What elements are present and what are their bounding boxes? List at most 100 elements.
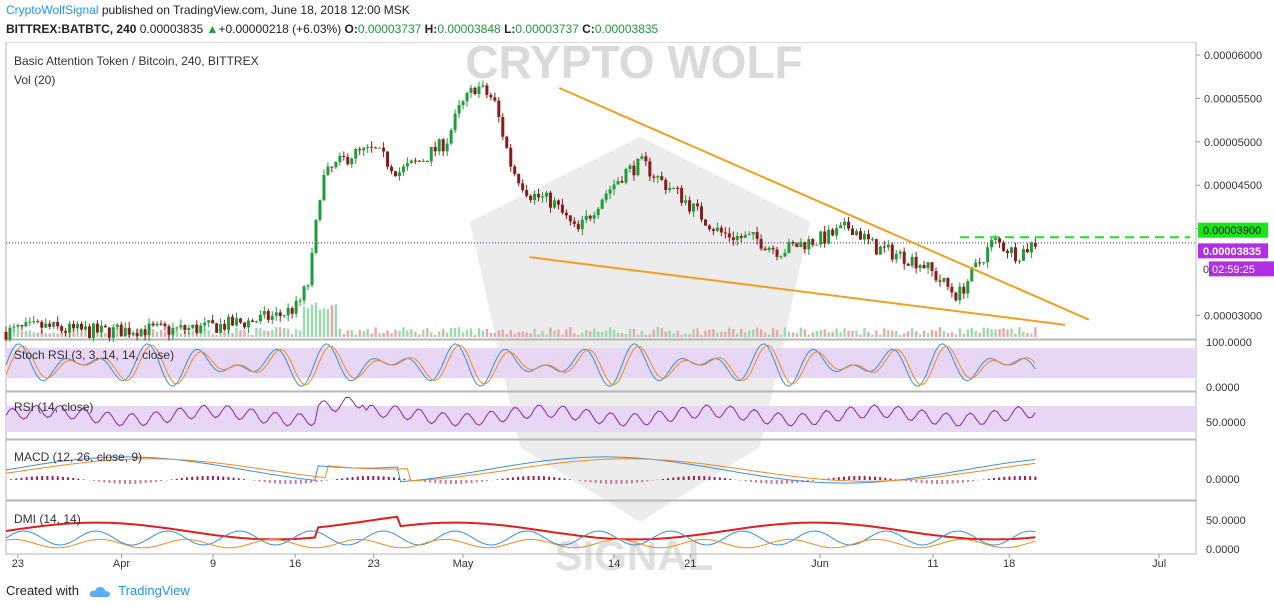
candle-body <box>397 172 401 177</box>
candle-body <box>56 321 60 327</box>
dmi-plus-di-line <box>5 530 1036 546</box>
macd-histogram-bar <box>548 476 551 480</box>
time-tick-label: 23 <box>12 558 24 570</box>
volume-bar <box>795 333 799 337</box>
created-with-text: Created with <box>6 583 79 598</box>
candle-body <box>382 147 386 152</box>
candle-body <box>529 195 533 201</box>
time-tick-label: 11 <box>927 558 938 570</box>
author-link[interactable]: CryptoWolfSignal <box>6 3 99 17</box>
candle-body <box>139 329 143 337</box>
macd-histogram-bar <box>480 480 483 482</box>
candle-body <box>235 318 239 326</box>
candle-body <box>115 324 119 328</box>
macd-histogram-bar <box>584 480 587 482</box>
volume-bar <box>791 332 795 337</box>
dmi-pane[interactable]: DMI (14, 14) 50.0000 0.0000 <box>5 512 1246 556</box>
macd-histogram-bar <box>289 480 292 484</box>
macd-pane[interactable]: MACD (12, 26, close, 9) 0.0000 <box>5 450 1240 486</box>
macd-histogram-bar <box>191 476 194 480</box>
candle-body <box>819 231 823 245</box>
close-value: 0.00003835 <box>594 22 659 36</box>
candle-body <box>815 244 819 246</box>
volume-bar <box>982 327 985 337</box>
current-price-tag <box>1198 243 1268 259</box>
volume-bar <box>465 329 469 337</box>
dmi-label: DMI (14, 14) <box>14 512 81 526</box>
macd-histogram-bar <box>811 480 814 481</box>
volume-bar <box>513 333 516 337</box>
candle-body <box>560 204 564 213</box>
macd-histogram-bar <box>103 480 106 483</box>
candle-body <box>898 251 902 254</box>
volume-bar <box>728 327 731 337</box>
bar-countdown-tag <box>1209 261 1274 277</box>
candle-body <box>457 105 461 114</box>
candle-body <box>306 285 310 287</box>
candle-body <box>449 130 453 144</box>
volume-bar <box>624 333 628 337</box>
candle-body <box>914 256 918 269</box>
volume-bar <box>163 331 167 337</box>
candle-body <box>207 320 211 323</box>
volume-bar <box>72 329 75 337</box>
volume-bar <box>449 327 453 337</box>
candle-body <box>135 333 139 337</box>
high-value: 0.00003848 <box>437 22 501 36</box>
stoch-rsi-k-line <box>5 343 1036 387</box>
wedge-lower-trendline[interactable] <box>529 256 1066 326</box>
macd-histogram-bar <box>956 480 959 484</box>
volume-bar <box>891 330 894 337</box>
publication-header: CryptoWolfSignal published on TradingVie… <box>6 3 410 17</box>
macd-histogram-bar <box>527 476 530 480</box>
candle-body <box>461 101 465 106</box>
candle-body <box>497 100 501 117</box>
volume-bar <box>1034 327 1037 337</box>
macd-histogram-bar <box>972 480 975 482</box>
candle-body <box>1006 251 1010 254</box>
candle-body <box>147 323 151 336</box>
volume-bar <box>596 331 600 337</box>
candle-body <box>469 87 473 93</box>
candle-body <box>592 215 596 219</box>
candle-body <box>417 160 421 162</box>
price-axis[interactable]: 0.00006000 0.00005500 0.00005000 0.00004500… <box>1196 50 1262 322</box>
candle-body <box>998 238 1002 243</box>
rsi-label: RSI (14, close) <box>14 400 93 414</box>
macd-histogram-bar <box>41 476 44 480</box>
macd-histogram-bar <box>232 477 235 480</box>
macd-histogram-bar <box>237 478 240 480</box>
candle-body <box>143 329 147 336</box>
macd-histogram-bar <box>1008 476 1011 480</box>
volume-bar <box>692 329 695 337</box>
macd-histogram-bar <box>744 480 747 482</box>
rsi-pane[interactable]: RSI (14, close) 50.0000 <box>5 396 1246 432</box>
macd-histogram-bar <box>222 476 225 480</box>
stoch-rsi-pane[interactable]: Stoch RSI (3, 3, 14, 14, close) 100.0000… <box>5 337 1252 394</box>
candle-body <box>636 158 640 176</box>
footer: Created with TradingView <box>6 583 190 598</box>
wedge-upper-trendline[interactable] <box>558 87 1090 321</box>
volume-bar <box>151 329 155 337</box>
candle-body <box>791 241 795 244</box>
macd-histogram-bar <box>729 478 732 480</box>
chart-area[interactable]: CRYPTO WOLF SIGNAL Basic Attention Token… <box>0 42 1274 575</box>
candle-body <box>246 320 250 328</box>
macd-histogram-bar <box>392 477 395 480</box>
candle-body <box>803 242 807 250</box>
candle-body <box>386 151 390 167</box>
candle-body <box>743 234 747 238</box>
tradingview-link[interactable]: TradingView <box>118 583 190 598</box>
candle-body <box>874 239 878 255</box>
volume-bar <box>394 329 397 337</box>
candle-body <box>668 188 672 190</box>
volume-bar <box>561 334 564 337</box>
volume-bar <box>426 328 429 337</box>
volume-bar <box>469 328 473 337</box>
price-tick-label: 0.00005000 <box>1204 137 1262 149</box>
macd-histogram-bar <box>134 480 137 484</box>
candle-body <box>1025 249 1029 253</box>
volume-bar <box>879 334 882 337</box>
candle-body <box>692 203 696 212</box>
time-axis[interactable]: 23 Apr 9 16 23 May 14 21 Jun 11 18 Jul <box>12 554 1166 570</box>
